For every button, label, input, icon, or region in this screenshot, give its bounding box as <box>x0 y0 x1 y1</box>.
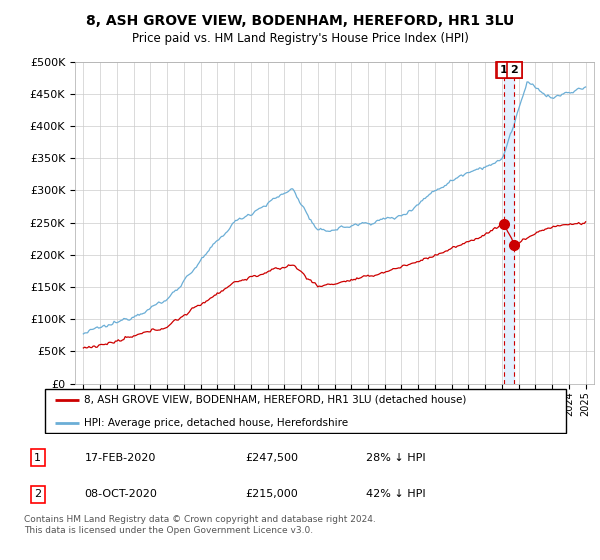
Text: 28% ↓ HPI: 28% ↓ HPI <box>366 453 426 463</box>
Text: 2: 2 <box>34 489 41 499</box>
Text: 17-FEB-2020: 17-FEB-2020 <box>85 453 156 463</box>
FancyBboxPatch shape <box>44 389 566 433</box>
Text: 1: 1 <box>34 453 41 463</box>
Text: 42% ↓ HPI: 42% ↓ HPI <box>366 489 426 499</box>
Text: 1: 1 <box>500 65 508 75</box>
Text: 1 2: 1 2 <box>500 65 519 75</box>
Text: 08-OCT-2020: 08-OCT-2020 <box>85 489 158 499</box>
Text: Price paid vs. HM Land Registry's House Price Index (HPI): Price paid vs. HM Land Registry's House … <box>131 32 469 45</box>
Text: 2: 2 <box>511 65 518 75</box>
Text: HPI: Average price, detached house, Herefordshire: HPI: Average price, detached house, Here… <box>84 418 349 427</box>
Text: £215,000: £215,000 <box>245 489 298 499</box>
Text: 8, ASH GROVE VIEW, BODENHAM, HEREFORD, HR1 3LU: 8, ASH GROVE VIEW, BODENHAM, HEREFORD, H… <box>86 14 514 28</box>
Text: £247,500: £247,500 <box>245 453 298 463</box>
Text: Contains HM Land Registry data © Crown copyright and database right 2024.
This d: Contains HM Land Registry data © Crown c… <box>24 515 376 535</box>
Bar <box>504 62 514 384</box>
Text: 8, ASH GROVE VIEW, BODENHAM, HEREFORD, HR1 3LU (detached house): 8, ASH GROVE VIEW, BODENHAM, HEREFORD, H… <box>84 395 467 404</box>
